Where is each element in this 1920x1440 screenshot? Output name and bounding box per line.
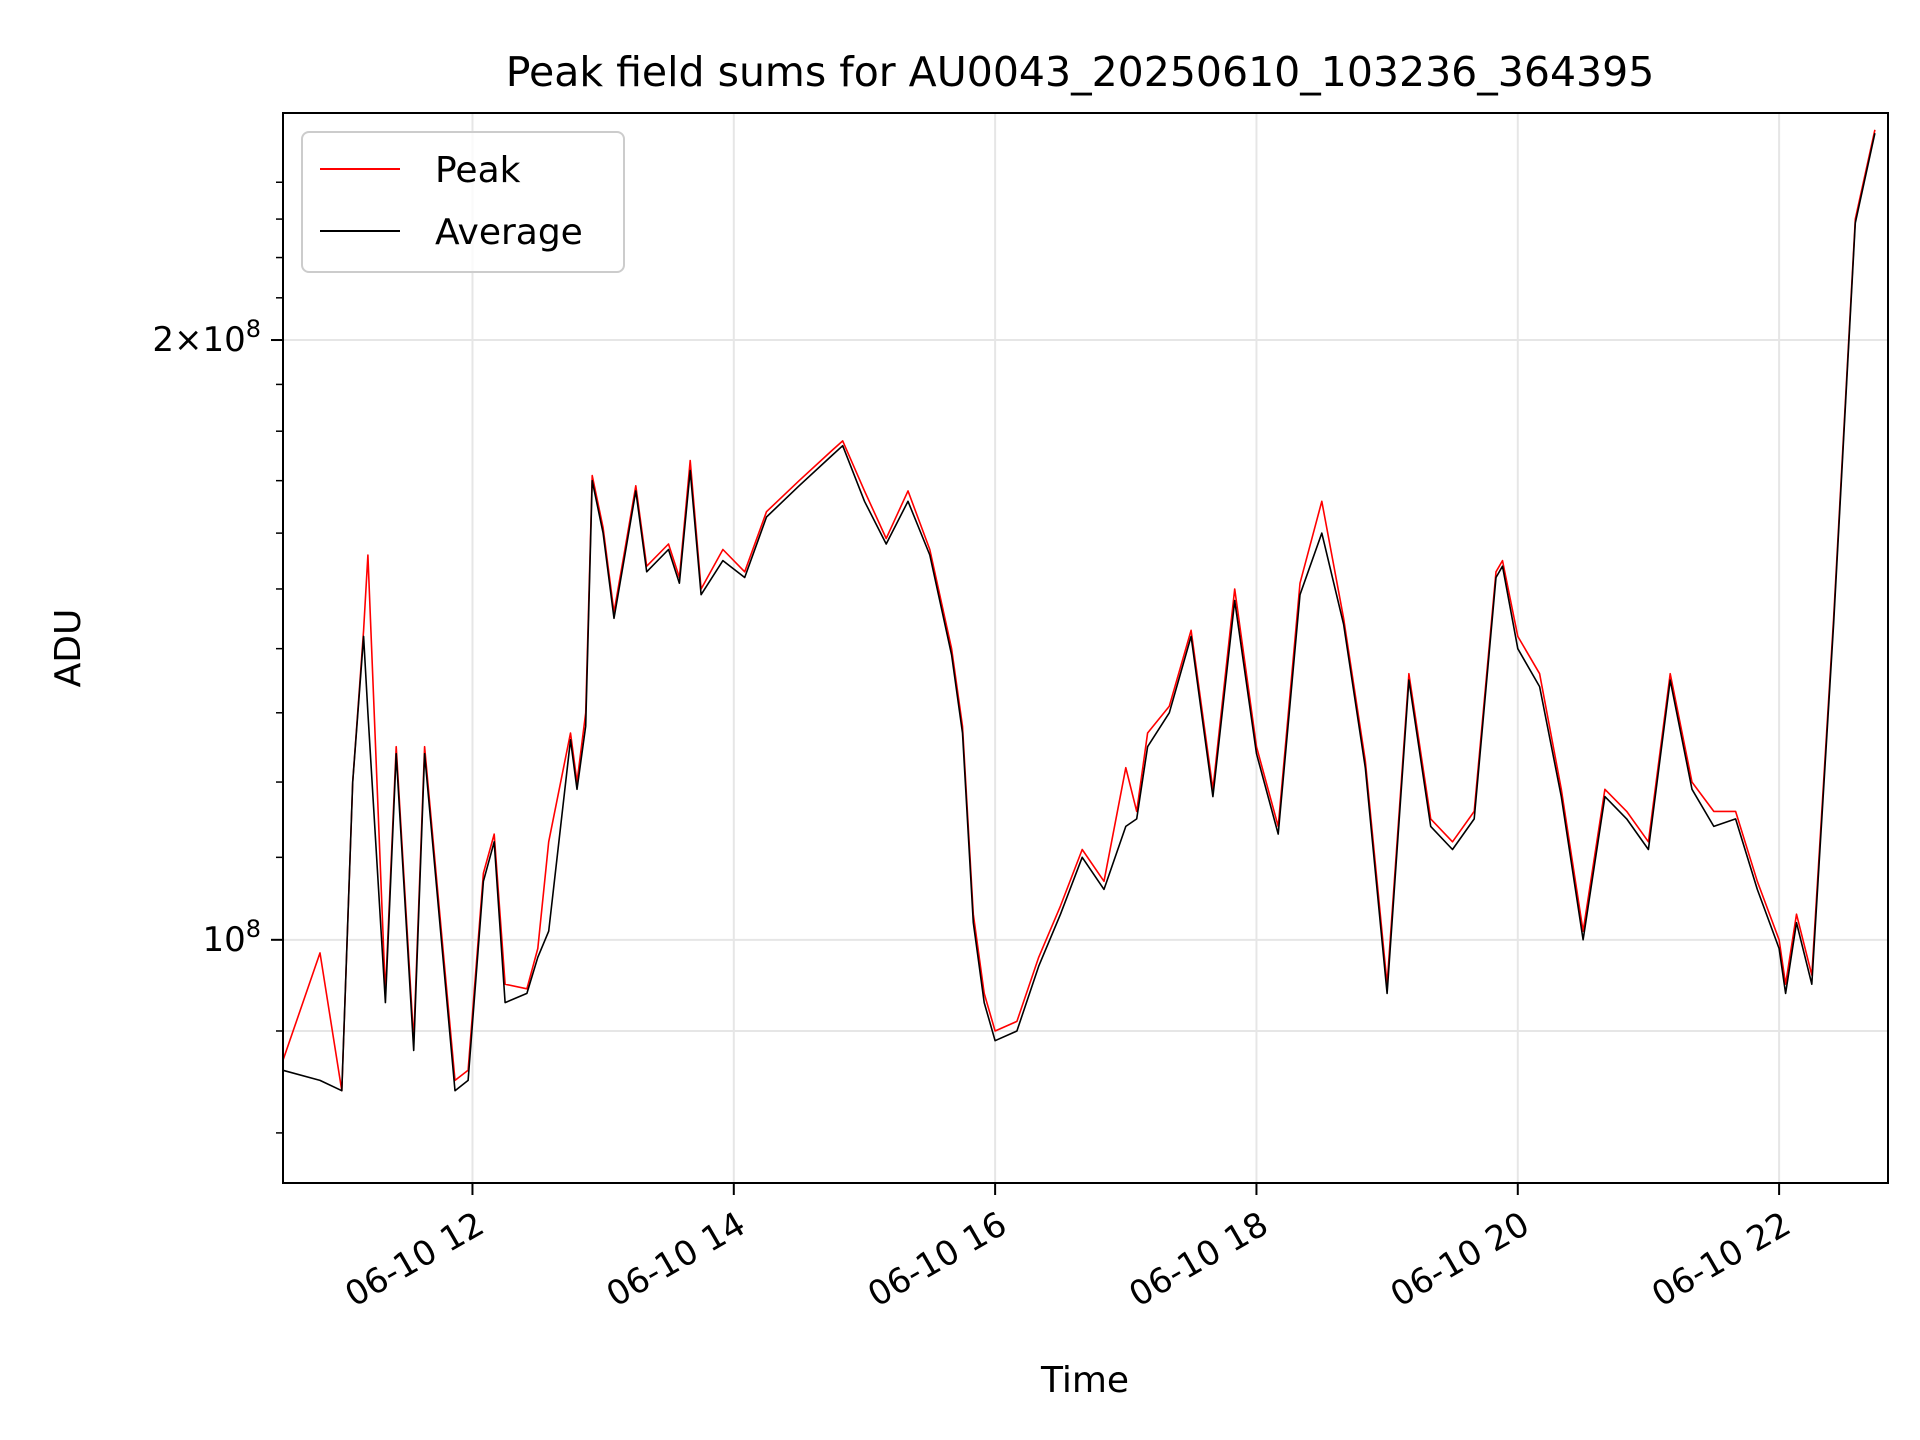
y-tick-label: 2×108 [152,315,261,360]
legend: Peak Average [301,131,625,273]
series-lines [282,129,1876,1092]
legend-label-average: Average [435,212,583,253]
x-axis-label: Time [1040,1360,1129,1401]
plot-area [283,113,1888,1183]
series-line-average [282,133,1876,1092]
grid-lines [283,113,1888,1183]
legend-box [301,131,625,273]
chart-title: Peak field sums for AU0043_20250610_1032… [506,48,1655,96]
y-axis-label: ADU [48,609,89,688]
y-tick-label: 108 [202,915,261,960]
legend-label-peak: Peak [435,150,521,191]
series-line-peak [282,129,1876,1092]
